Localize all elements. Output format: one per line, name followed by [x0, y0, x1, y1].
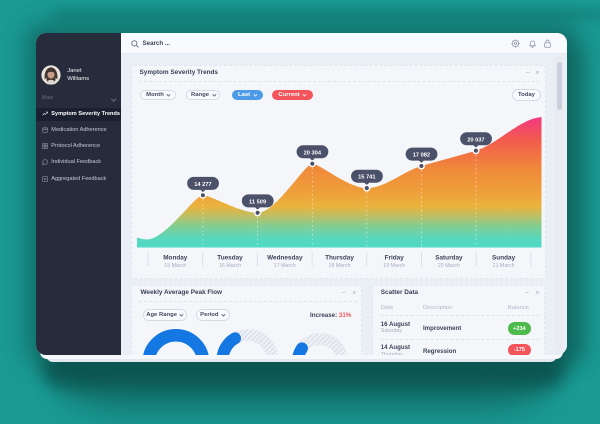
svg-text:16 March: 16 March [219, 263, 241, 269]
svg-text:19 March: 19 March [383, 263, 405, 269]
svg-text:Monday: Monday [163, 255, 188, 262]
svg-text:Thursday: Thursday [325, 255, 354, 262]
svg-text:15 March: 15 March [164, 263, 186, 269]
svg-text:15 741: 15 741 [358, 175, 375, 181]
svg-text:Sunday: Sunday [492, 255, 516, 262]
svg-text:21 March: 21 March [493, 263, 515, 269]
svg-text:Wednesday: Wednesday [267, 255, 303, 262]
svg-text:14 277: 14 277 [194, 182, 211, 188]
svg-text:17 March: 17 March [274, 263, 296, 269]
svg-text:20 304: 20 304 [304, 150, 322, 156]
svg-text:Saturday: Saturday [435, 255, 463, 262]
svg-text:Tuesday: Tuesday [217, 255, 243, 262]
svg-text:20 March: 20 March [438, 263, 460, 269]
svg-text:18 March: 18 March [328, 263, 350, 269]
svg-text:20 037: 20 037 [467, 137, 484, 143]
svg-text:11 509: 11 509 [249, 199, 266, 205]
svg-text:17 082: 17 082 [413, 153, 430, 159]
svg-text:Friday: Friday [385, 255, 405, 262]
